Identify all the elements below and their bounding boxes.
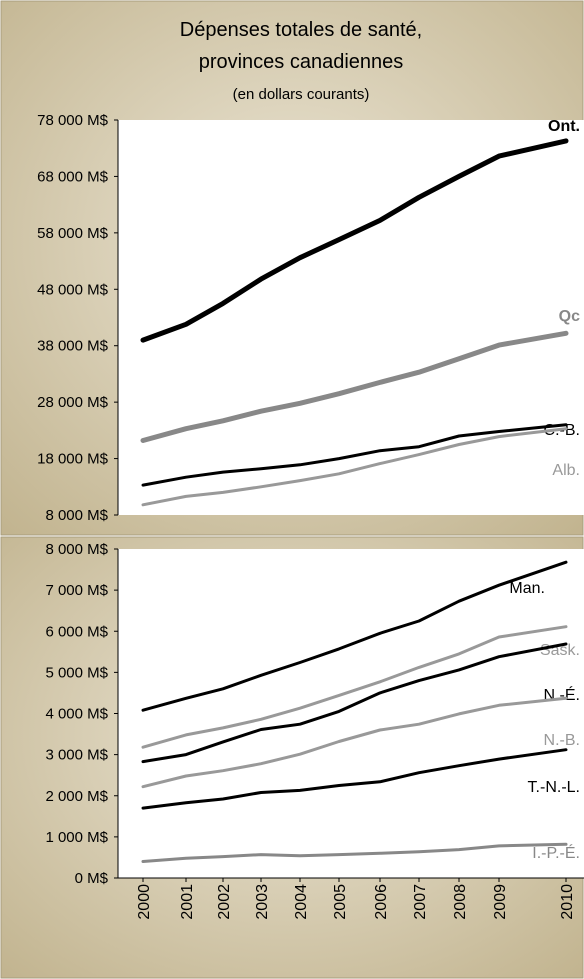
- chart-subtitle: (en dollars courants): [233, 86, 370, 103]
- chart-title-line2: provinces canadiennes: [199, 51, 404, 73]
- series-line-n-e: [141, 642, 568, 764]
- series-label-ont: Ont.: [548, 118, 580, 135]
- series-label-n-b: N.-B.: [544, 732, 580, 749]
- series-line-sask: [141, 625, 568, 749]
- bottom-y-tick-label: 3 000 M$: [45, 747, 108, 764]
- bottom-y-tick-label: 4 000 M$: [45, 706, 108, 723]
- bottom-y-tick-label: 7 000 M$: [45, 582, 108, 599]
- top-chart: 8 000 M$ 18 000 M$ 28 000 M$ 38 000 M$ 48 00…: [37, 112, 580, 524]
- series-line-c-b: [141, 423, 568, 487]
- bottom-x-tick-label: 2010: [559, 884, 576, 920]
- bottom-chart: 0 M$ 1 000 M$ 2 000 M$ 3 000 M$ 4 000 M$ 5 00…: [45, 541, 584, 920]
- top-y-tick-label: 28 000 M$: [37, 394, 109, 411]
- series-line-t-n-l: [141, 748, 568, 810]
- bottom-x-tick-label: 2000: [136, 884, 153, 920]
- bottom-plot-area: [118, 549, 584, 878]
- bottom-x-tick-label: 2005: [332, 884, 349, 920]
- series-label-qc: Qc: [559, 308, 580, 325]
- bottom-y-tick-label: 1 000 M$: [45, 829, 108, 846]
- bottom-x-tick-label: 2001: [179, 884, 196, 920]
- series-line-ont: [140, 138, 569, 343]
- series-label-man: Man.: [509, 580, 545, 597]
- series-line-n-b: [141, 696, 568, 789]
- bottom-x-tick-label: 2008: [452, 884, 469, 920]
- bottom-y-tick-label: 2 000 M$: [45, 788, 108, 805]
- bottom-x-tick-label: 2006: [373, 884, 390, 920]
- series-label-i-p-e: Î.-P.-É.: [531, 843, 580, 862]
- series-label-t-n-l: T.-N.-L.: [528, 779, 580, 796]
- bottom-y-tick-label: 0 M$: [75, 870, 109, 887]
- top-y-tick-label: 48 000 M$: [37, 281, 109, 298]
- series-line-man: [141, 560, 568, 712]
- bottom-y-tick-label: 8 000 M$: [45, 541, 108, 558]
- bottom-x-tick-label: 2003: [254, 884, 271, 920]
- bottom-x-tick-label: 2007: [412, 884, 429, 920]
- series-line-qc: [140, 330, 569, 443]
- top-y-tick-label: 68 000 M$: [37, 168, 109, 185]
- top-y-tick-label: 58 000 M$: [37, 225, 109, 242]
- top-y-tick-label: 38 000 M$: [37, 338, 109, 355]
- top-y-tick-label: 8 000 M$: [45, 507, 108, 524]
- series-line-alb: [141, 427, 568, 507]
- top-y-tick-label: 78 000 M$: [37, 112, 109, 129]
- bottom-x-tick-label: 2002: [216, 884, 233, 920]
- top-y-tick-label: 18 000 M$: [37, 451, 109, 468]
- chart-title-line1: Dépenses totales de santé,: [180, 19, 422, 41]
- bottom-x-tick-label: 2004: [293, 884, 310, 920]
- bottom-x-tick-label: 2009: [492, 884, 509, 920]
- bottom-y-tick-label: 6 000 M$: [45, 623, 108, 640]
- series-label-alb: Alb.: [552, 462, 580, 479]
- bottom-y-tick-label: 5 000 M$: [45, 664, 108, 681]
- series-line-i-p-e: [141, 842, 568, 863]
